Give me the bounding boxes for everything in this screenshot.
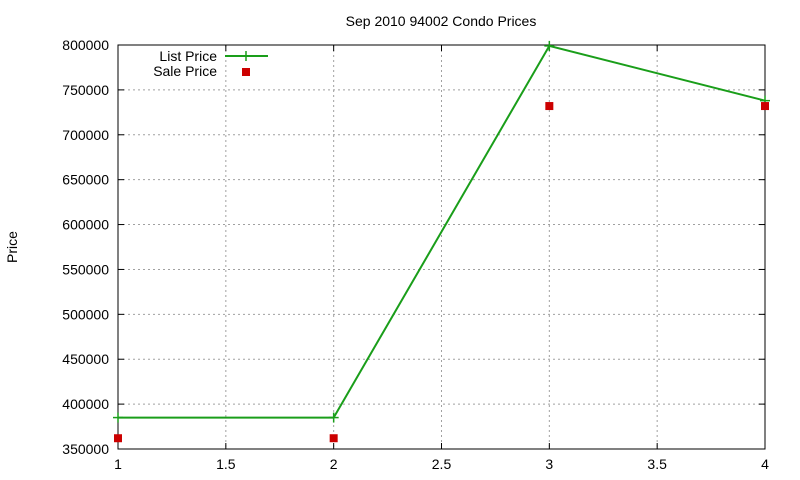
legend: List Price Sale Price xyxy=(153,48,268,79)
x-tick-label: 1 xyxy=(114,456,122,472)
x-tick-label: 4 xyxy=(761,456,769,472)
x-tick-label: 3 xyxy=(545,456,553,472)
x-axis-ticks: 1 1.5 2 2.5 3 3.5 4 xyxy=(114,45,769,472)
series-layer xyxy=(113,40,770,443)
y-tick-label: 500000 xyxy=(62,306,109,322)
legend-plus-marker xyxy=(241,51,251,61)
data-point-list-price xyxy=(113,412,123,423)
chart-title: Sep 2010 94002 Condo Prices xyxy=(346,13,537,29)
y-axis-ticks: 350000 400000 450000 500000 550000 600000 6500… xyxy=(62,37,765,457)
y-tick-label: 350000 xyxy=(62,441,109,457)
data-point-list-price xyxy=(544,40,555,51)
y-tick-label: 400000 xyxy=(62,396,109,412)
series-line-list-price xyxy=(118,44,766,419)
y-tick-label: 450000 xyxy=(62,351,109,367)
x-tick-label: 2 xyxy=(330,456,338,472)
legend-label-sale-price: Sale Price xyxy=(153,63,217,79)
y-tick-label: 800000 xyxy=(62,37,109,53)
y-tick-label: 600000 xyxy=(62,217,109,233)
data-point-sale-price xyxy=(329,434,338,443)
y-tick-label: 550000 xyxy=(62,261,109,277)
legend-label-list-price: List Price xyxy=(159,48,217,64)
x-tick-label: 1.5 xyxy=(216,456,236,472)
data-point-sale-price xyxy=(545,102,554,111)
data-point-sale-price xyxy=(761,102,769,111)
y-tick-label: 750000 xyxy=(62,82,109,98)
y-tick-label: 650000 xyxy=(62,172,109,188)
y-axis-label: Price xyxy=(4,231,20,263)
data-point-sale-price xyxy=(114,434,122,443)
grid-lines xyxy=(118,45,765,449)
y-tick-label: 700000 xyxy=(62,127,109,143)
legend-swatch-sale-price xyxy=(242,68,250,76)
data-point-list-price xyxy=(328,412,339,423)
x-tick-label: 2.5 xyxy=(432,456,452,472)
x-tick-label: 3.5 xyxy=(647,456,667,472)
